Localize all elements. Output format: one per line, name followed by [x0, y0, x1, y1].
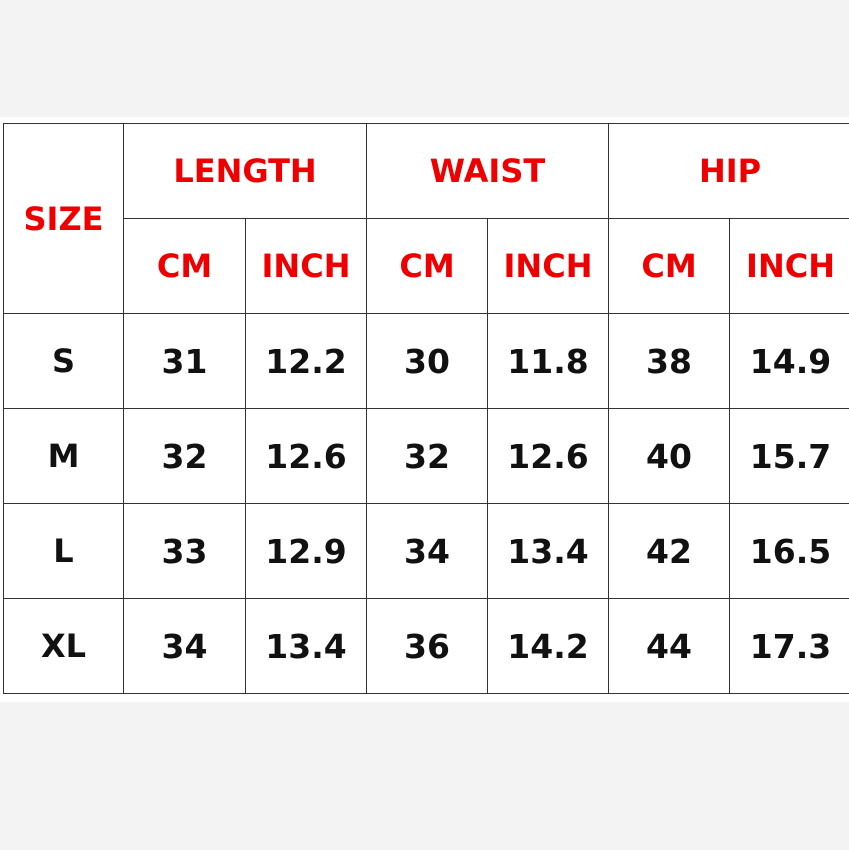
- value-cell: 32: [123, 408, 246, 504]
- value-cell: 13.4: [245, 598, 367, 694]
- value-cell: 12.2: [245, 313, 367, 409]
- value-cell: 14.9: [728, 313, 849, 409]
- value-cell: 11.8: [487, 313, 609, 409]
- unit-header: INCH: [245, 218, 367, 314]
- size-cell: S: [3, 313, 124, 409]
- header-row: SIZE LENGTH WAIST HIP: [3, 123, 849, 314]
- value-cell: 13.4: [487, 503, 609, 599]
- value-cell: 32: [366, 408, 488, 504]
- length-header: LENGTH: [123, 123, 367, 219]
- unit-header: CM: [608, 218, 730, 314]
- unit-row: CM INCH CM INCH CM INCH: [4, 218, 849, 314]
- value-cell: 12.6: [487, 408, 609, 504]
- value-cell: 30: [366, 313, 488, 409]
- size-cell: XL: [3, 598, 124, 694]
- table-row: L 33 12.9 34 13.4 42 16.5: [3, 503, 849, 599]
- waist-header: WAIST: [366, 123, 609, 219]
- value-cell: 44: [608, 598, 730, 694]
- value-cell: 16.5: [728, 503, 849, 599]
- size-cell: L: [3, 503, 124, 599]
- value-cell: 15.7: [728, 408, 849, 504]
- table-row: S 31 12.2 30 11.8 38 14.9: [3, 313, 849, 409]
- unit-header: INCH: [487, 218, 609, 314]
- value-cell: 34: [123, 598, 246, 694]
- table-row: M 32 12.6 32 12.6 40 15.7: [3, 408, 849, 504]
- unit-header: CM: [366, 218, 488, 314]
- value-cell: 12.6: [245, 408, 367, 504]
- hip-header: HIP: [607, 123, 849, 219]
- value-cell: 33: [123, 503, 246, 599]
- value-cell: 12.9: [245, 503, 367, 599]
- value-cell: 34: [366, 503, 488, 599]
- unit-header: CM: [123, 218, 246, 314]
- value-cell: 14.2: [487, 598, 609, 694]
- value-cell: 31: [123, 313, 246, 409]
- value-cell: 40: [608, 408, 730, 504]
- value-cell: 38: [608, 313, 730, 409]
- value-cell: 42: [608, 503, 730, 599]
- value-cell: 36: [366, 598, 488, 694]
- value-cell: 17.3: [728, 598, 849, 694]
- table-row: XL 34 13.4 36 14.2 44 17.3: [3, 598, 849, 694]
- unit-header: INCH: [728, 218, 849, 314]
- size-cell: M: [3, 408, 124, 504]
- size-chart-table: SIZE LENGTH WAIST HIP CM INCH CM INCH CM…: [3, 123, 849, 694]
- size-header: SIZE: [3, 123, 124, 314]
